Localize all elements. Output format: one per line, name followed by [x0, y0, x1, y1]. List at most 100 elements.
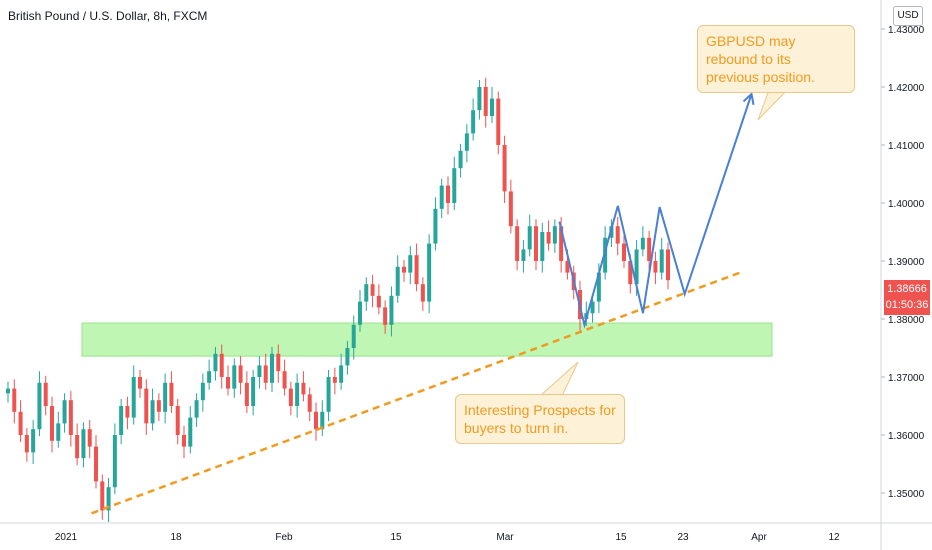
- candle-body: [182, 435, 186, 447]
- candle-body: [150, 400, 155, 424]
- candle-body: [112, 435, 117, 488]
- candle-body: [251, 377, 256, 406]
- price-tick-label: 1.38000: [888, 315, 925, 326]
- candle-body: [94, 446, 98, 482]
- candle-body: [364, 284, 369, 302]
- candle-body: [345, 348, 350, 366]
- candle-body: [263, 365, 268, 383]
- candle-body: [138, 377, 142, 389]
- candle-body: [496, 98, 501, 145]
- candle-body: [276, 353, 281, 372]
- candle-body: [659, 249, 664, 273]
- chart-title: British Pound / U.S. Dollar, 8h, FXCM: [8, 9, 208, 23]
- candle-body: [351, 324, 356, 348]
- candle-body: [565, 261, 570, 273]
- rebound-callout[interactable]: GBPUSD may rebound to its previous posit…: [697, 25, 855, 93]
- time-tick-label: 15: [390, 532, 402, 543]
- candle-body: [301, 382, 306, 395]
- candle-body: [288, 388, 293, 406]
- candle-body: [144, 388, 149, 424]
- candle-body: [119, 406, 124, 435]
- price-tick-label: 1.39000: [888, 257, 925, 268]
- support-zone: [81, 322, 773, 357]
- candle-body: [339, 365, 344, 383]
- candle-body: [314, 411, 318, 430]
- candle-body: [131, 377, 136, 418]
- candle-body: [307, 394, 312, 412]
- candle-body: [508, 191, 513, 227]
- candle-body: [433, 208, 438, 244]
- time-tick-label: Feb: [275, 532, 293, 543]
- candle-body: [615, 226, 620, 244]
- candle-body: [628, 261, 633, 285]
- candle-body: [6, 388, 10, 394]
- candle-body: [37, 382, 42, 430]
- candle-body: [483, 87, 488, 116]
- candle-body: [534, 226, 538, 261]
- candle-body: [389, 295, 394, 325]
- candle-body: [282, 371, 287, 389]
- last-price: 1.38666: [887, 283, 927, 295]
- price-tick-label: 1.41000: [888, 141, 925, 152]
- time-tick-label: 12: [828, 532, 840, 543]
- candle-body: [62, 400, 67, 424]
- currency-button[interactable]: USD: [893, 6, 923, 26]
- price-tick-label: 1.36000: [888, 431, 925, 442]
- candle-body: [207, 371, 212, 383]
- candle-body: [452, 168, 457, 203]
- candle-body: [226, 377, 230, 389]
- candle-body: [559, 226, 564, 261]
- time-tick-label: 15: [615, 532, 627, 543]
- candle-body: [647, 237, 652, 261]
- time-axis[interactable]: 2021 18 Feb 15 Mar 15 23 Apr 12: [55, 532, 840, 543]
- candle-body: [640, 237, 645, 250]
- candle-body: [68, 400, 73, 435]
- ascending-trendline[interactable]: [91, 270, 744, 515]
- candle-body: [238, 365, 243, 383]
- candle-body: [106, 487, 111, 511]
- candle-body: [320, 411, 325, 430]
- candle-body: [163, 382, 168, 412]
- candle-body: [213, 353, 218, 372]
- candle-body: [458, 150, 463, 169]
- candle-body: [527, 226, 532, 250]
- candle-body: [270, 353, 274, 383]
- time-tick-label: 2021: [55, 532, 78, 543]
- price-tick-label: 1.37000: [888, 373, 925, 384]
- prospects-callout[interactable]: Interesting Prospects for buyers to turn…: [455, 394, 625, 444]
- time-tick-label: 18: [170, 532, 182, 543]
- candle-body: [490, 98, 494, 116]
- candle-body: [439, 185, 444, 209]
- candle-body: [376, 295, 381, 308]
- candle-body: [622, 243, 626, 261]
- candle-body: [370, 284, 375, 296]
- price-tick-label: 1.40000: [888, 199, 925, 210]
- candle-body: [596, 272, 601, 302]
- candle-body: [471, 110, 476, 134]
- projection-path[interactable]: [558, 93, 753, 329]
- candle-body: [24, 435, 29, 453]
- candle-body: [603, 237, 608, 273]
- candle-body: [50, 406, 54, 441]
- price-axis[interactable]: 1.35000 1.36000 1.37000 1.38000 1.39000 1.400…: [881, 25, 925, 500]
- candle-body: [408, 255, 413, 273]
- candle-body: [326, 377, 331, 412]
- candle-body: [653, 261, 658, 273]
- candle-body: [81, 429, 86, 459]
- price-tick-label: 1.35000: [888, 489, 925, 500]
- candle-body: [295, 382, 300, 406]
- candle-body: [43, 382, 48, 406]
- candlesticks: [6, 77, 670, 522]
- candle-body: [383, 307, 388, 325]
- candle-body: [427, 243, 432, 302]
- candle-body: [244, 382, 249, 406]
- candle-body: [552, 226, 557, 244]
- time-tick-label: Apr: [751, 532, 767, 543]
- candle-body: [12, 388, 17, 412]
- candle-body: [219, 353, 224, 377]
- candle-body: [420, 284, 425, 302]
- candle-body: [175, 406, 180, 435]
- candle-body: [194, 400, 199, 418]
- price-tick-label: 1.42000: [888, 83, 925, 94]
- candle-body: [464, 133, 469, 151]
